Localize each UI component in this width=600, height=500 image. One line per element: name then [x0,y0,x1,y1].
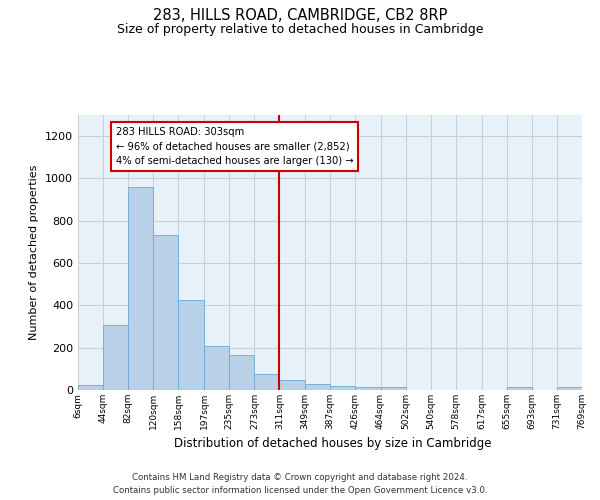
Bar [103,326,128,390]
Text: Distribution of detached houses by size in Cambridge: Distribution of detached houses by size … [174,438,492,450]
Text: Size of property relative to detached houses in Cambridge: Size of property relative to detached ho… [117,22,483,36]
Bar [329,386,355,390]
Text: Contains public sector information licensed under the Open Government Licence v3: Contains public sector information licen… [113,486,487,495]
Text: 283 HILLS ROAD: 303sqm
← 96% of detached houses are smaller (2,852)
4% of semi-d: 283 HILLS ROAD: 303sqm ← 96% of detached… [116,126,353,166]
Bar [154,234,178,390]
Bar [128,187,154,390]
Bar [178,300,204,390]
Bar [305,384,329,390]
Text: 283, HILLS ROAD, CAMBRIDGE, CB2 8RP: 283, HILLS ROAD, CAMBRIDGE, CB2 8RP [153,8,447,22]
Bar [254,374,280,390]
Bar [506,388,532,390]
Bar [557,388,582,390]
Bar [355,388,380,390]
Y-axis label: Number of detached properties: Number of detached properties [29,165,40,340]
Bar [380,388,406,390]
Bar [78,384,103,390]
Text: Contains HM Land Registry data © Crown copyright and database right 2024.: Contains HM Land Registry data © Crown c… [132,472,468,482]
Bar [280,380,305,390]
Bar [229,355,254,390]
Bar [204,346,229,390]
